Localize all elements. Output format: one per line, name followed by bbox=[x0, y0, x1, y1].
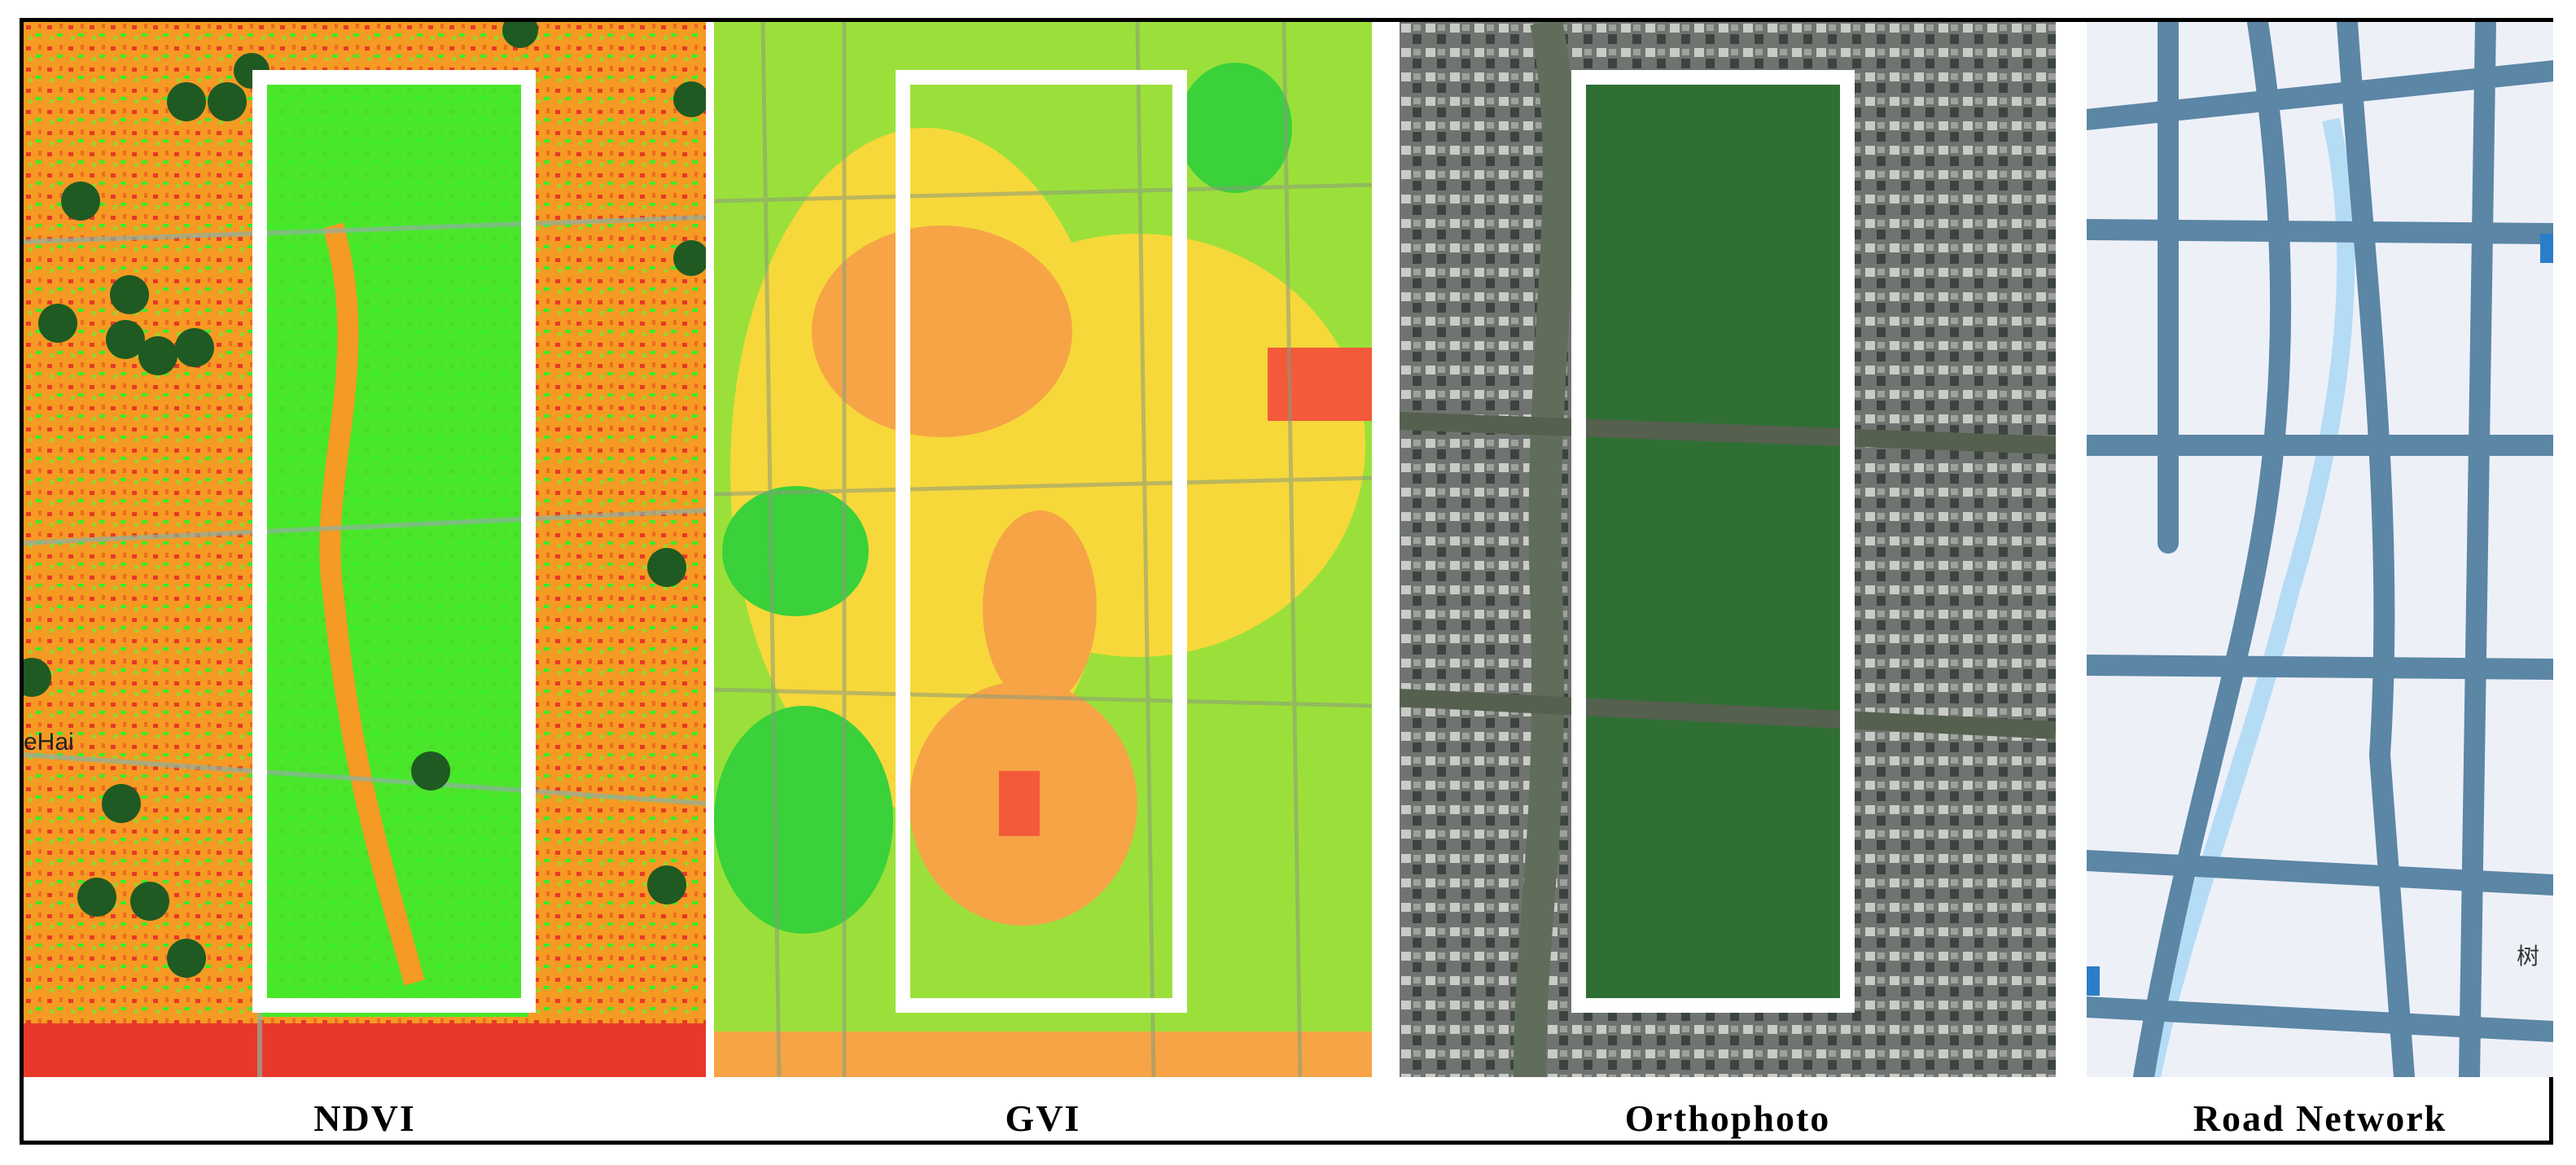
gvi-map bbox=[714, 22, 1372, 1077]
orthophoto-panel bbox=[1400, 22, 2056, 1077]
metro-station-icon bbox=[2540, 234, 2553, 263]
place-label: eHai bbox=[24, 729, 74, 755]
ndvi-caption: NDVI bbox=[313, 1097, 416, 1139]
ndvi-map-panel: eHai bbox=[24, 22, 706, 1077]
study-area-frame bbox=[1571, 70, 1855, 1013]
road-network-map bbox=[2087, 22, 2553, 1077]
metro-station-icon bbox=[2087, 966, 2100, 996]
study-area-frame bbox=[252, 70, 536, 1013]
study-area-frame bbox=[896, 70, 1187, 1013]
road-network-panel: 树 bbox=[2087, 22, 2553, 1077]
gvi-caption: GVI bbox=[1005, 1097, 1081, 1139]
gvi-map-panel bbox=[714, 22, 1372, 1077]
road-network-caption: Road Network bbox=[2193, 1097, 2447, 1139]
figure-frame: eHai NDVI GVI bbox=[20, 18, 2553, 1145]
ndvi-map bbox=[24, 22, 706, 1077]
point-markers bbox=[24, 22, 706, 978]
river bbox=[2143, 117, 2355, 1077]
orthophoto-caption: Orthophoto bbox=[1624, 1097, 1831, 1139]
road-edge-label: 树 bbox=[2517, 944, 2540, 969]
orthophoto bbox=[1400, 22, 2056, 1077]
road-lines bbox=[2087, 22, 2553, 1077]
